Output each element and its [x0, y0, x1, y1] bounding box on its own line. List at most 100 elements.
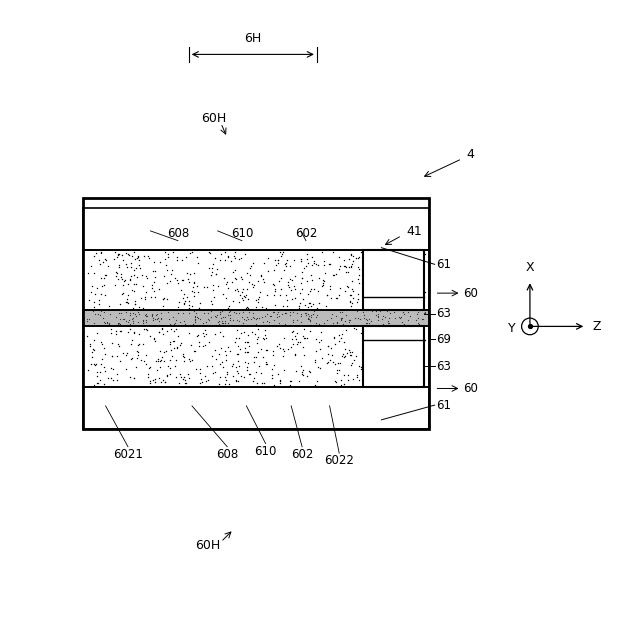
Point [161, 264, 172, 275]
Point [280, 308, 291, 319]
Point [269, 307, 280, 317]
Point [262, 309, 272, 319]
Point [179, 372, 189, 382]
Point [228, 296, 238, 307]
Point [298, 331, 308, 341]
Point [223, 251, 234, 261]
Point [283, 280, 293, 291]
Point [403, 288, 413, 298]
Point [332, 293, 342, 303]
Point [280, 259, 290, 269]
Point [269, 285, 280, 296]
Point [108, 374, 118, 385]
Point [226, 255, 236, 266]
Point [265, 310, 275, 321]
Point [132, 346, 143, 356]
Point [113, 260, 124, 271]
Point [296, 253, 306, 264]
Point [232, 315, 242, 325]
Point [150, 356, 161, 367]
Point [339, 351, 349, 362]
Point [111, 326, 122, 336]
Point [360, 320, 371, 330]
Point [402, 345, 412, 355]
Point [329, 332, 339, 342]
Point [160, 247, 170, 257]
Point [353, 274, 363, 284]
Point [198, 308, 209, 319]
Point [409, 297, 419, 307]
Point [412, 309, 422, 319]
Point [133, 340, 143, 350]
Point [113, 249, 124, 259]
Bar [83, 310, 429, 326]
Point [233, 341, 243, 351]
Point [339, 370, 349, 380]
Point [296, 273, 307, 284]
Point [115, 326, 125, 336]
Point [415, 366, 426, 376]
Point [148, 312, 158, 323]
Point [390, 313, 400, 323]
Point [145, 291, 156, 301]
Point [351, 253, 361, 263]
Point [88, 268, 99, 278]
Point [326, 342, 337, 353]
Point [302, 253, 312, 264]
Point [402, 281, 412, 291]
Point [85, 339, 95, 349]
Point [154, 284, 164, 294]
Point [358, 327, 368, 337]
Point [208, 259, 218, 269]
Point [311, 259, 321, 269]
Point [119, 276, 129, 286]
Point [370, 365, 380, 375]
Point [139, 251, 149, 261]
Point [399, 264, 409, 274]
Point [300, 308, 310, 319]
Point [378, 311, 388, 321]
Point [324, 355, 335, 365]
Point [232, 284, 242, 294]
Point [253, 332, 263, 342]
Point [396, 366, 406, 376]
Point [192, 312, 202, 322]
Point [191, 364, 202, 374]
Point [342, 281, 352, 291]
Point [306, 301, 316, 312]
Point [402, 361, 412, 371]
Point [143, 372, 153, 383]
Text: 6021: 6021 [113, 448, 143, 461]
Point [384, 269, 394, 280]
Point [138, 303, 148, 313]
Point [204, 316, 214, 326]
Point [263, 266, 273, 276]
Point [142, 324, 152, 335]
Point [169, 343, 179, 353]
Point [375, 337, 385, 348]
Point [97, 281, 107, 291]
Point [231, 376, 241, 386]
Point [358, 307, 369, 317]
Point [294, 303, 304, 314]
Point [273, 258, 284, 268]
Point [363, 257, 373, 268]
Point [339, 285, 349, 296]
Point [179, 299, 189, 309]
Point [318, 280, 328, 291]
Point [234, 297, 244, 307]
Point [326, 308, 337, 319]
Point [169, 336, 179, 346]
Point [220, 372, 230, 382]
Point [189, 346, 199, 356]
Point [247, 278, 257, 289]
Point [394, 312, 404, 322]
Point [201, 376, 211, 387]
Point [163, 252, 173, 262]
Point [241, 337, 252, 347]
Point [330, 269, 340, 279]
Point [179, 316, 189, 326]
Point [416, 349, 426, 360]
Point [157, 352, 168, 362]
Point [340, 267, 351, 277]
